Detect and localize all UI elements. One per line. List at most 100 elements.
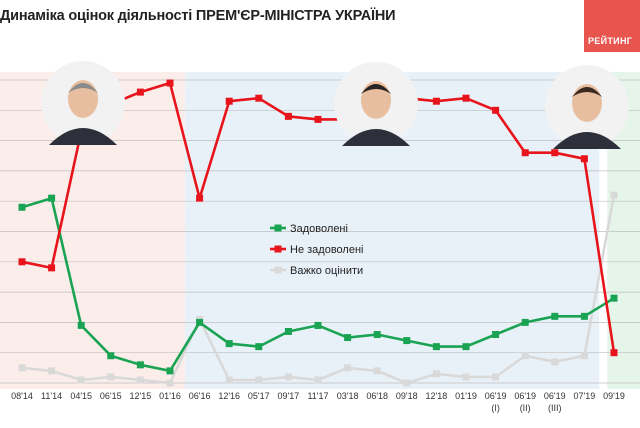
x-tick-label: 11'17 bbox=[307, 391, 328, 401]
chart-title: Динаміка оцінок діяльності ПРЕМ'ЄР-МІНІС… bbox=[0, 8, 396, 24]
point-hard bbox=[136, 376, 144, 384]
point-dissatisfied bbox=[166, 79, 174, 87]
legend-label-satisfied: Задоволені bbox=[290, 223, 348, 235]
point-dissatisfied bbox=[314, 115, 322, 123]
point-satisfied bbox=[196, 318, 204, 326]
point-hard bbox=[551, 358, 559, 366]
point-hard bbox=[403, 379, 411, 387]
point-satisfied bbox=[225, 340, 233, 348]
point-dissatisfied bbox=[18, 258, 26, 266]
portrait-1 bbox=[41, 61, 125, 145]
point-dissatisfied bbox=[551, 149, 559, 157]
portrait-3 bbox=[545, 65, 629, 149]
point-satisfied bbox=[403, 337, 411, 345]
point-dissatisfied bbox=[610, 349, 618, 357]
x-tick-label: 09'17 bbox=[278, 391, 300, 401]
point-dissatisfied bbox=[255, 94, 263, 102]
portrait-hair bbox=[68, 83, 98, 93]
point-satisfied bbox=[136, 361, 144, 369]
x-tick-label: 06'18 bbox=[366, 391, 388, 401]
point-hard bbox=[284, 373, 292, 381]
point-satisfied bbox=[284, 327, 292, 335]
point-dissatisfied bbox=[432, 97, 440, 105]
portrait-hair bbox=[572, 87, 602, 97]
portrait-face bbox=[361, 81, 391, 119]
point-satisfied bbox=[521, 318, 529, 326]
x-tick-label: 06'19 bbox=[485, 391, 507, 401]
x-tick-sublabel: (II) bbox=[520, 403, 531, 413]
x-tick-sublabel: (III) bbox=[548, 403, 562, 413]
point-satisfied bbox=[166, 367, 174, 375]
point-hard bbox=[166, 379, 174, 387]
portrait-suit bbox=[342, 129, 410, 146]
x-tick-label: 12'16 bbox=[218, 391, 240, 401]
point-satisfied bbox=[462, 343, 470, 351]
x-tick-label: 01'19 bbox=[455, 391, 477, 401]
portrait-suit bbox=[49, 128, 117, 145]
point-dissatisfied bbox=[462, 94, 470, 102]
point-hard bbox=[462, 373, 470, 381]
legend-marker-dissatisfied bbox=[274, 245, 282, 253]
x-tick-label: 06'19 bbox=[514, 391, 536, 401]
point-hard bbox=[492, 373, 500, 381]
x-tick-label: 09'18 bbox=[396, 391, 418, 401]
portrait-face bbox=[68, 80, 98, 118]
point-hard bbox=[610, 191, 618, 199]
point-satisfied bbox=[610, 294, 618, 302]
point-satisfied bbox=[432, 343, 440, 351]
rating-logo-text: РЕЙТИНГ bbox=[588, 36, 633, 46]
x-tick-label: 05'17 bbox=[248, 391, 270, 401]
point-satisfied bbox=[580, 312, 588, 320]
portrait-2 bbox=[334, 62, 418, 146]
point-dissatisfied bbox=[284, 112, 292, 120]
point-satisfied bbox=[18, 203, 26, 211]
legend-label-hard: Важко оцінити bbox=[290, 265, 363, 277]
point-dissatisfied bbox=[521, 149, 529, 157]
point-hard bbox=[18, 364, 26, 372]
x-tick-label: 09'19 bbox=[603, 391, 625, 401]
x-tick-label: 03'18 bbox=[337, 391, 359, 401]
point-dissatisfied bbox=[580, 155, 588, 163]
point-hard bbox=[521, 352, 529, 360]
point-satisfied bbox=[77, 321, 85, 329]
x-tick-label: 06'16 bbox=[189, 391, 211, 401]
x-tick-label: 07'19 bbox=[574, 391, 596, 401]
point-satisfied bbox=[551, 312, 559, 320]
x-tick-label: 12'18 bbox=[426, 391, 448, 401]
point-dissatisfied bbox=[196, 194, 204, 202]
legend-label-dissatisfied: Не задоволені bbox=[290, 244, 363, 256]
point-hard bbox=[373, 367, 381, 375]
portrait-suit bbox=[553, 132, 621, 149]
point-hard bbox=[314, 376, 322, 384]
x-tick-label: 06'19 bbox=[544, 391, 566, 401]
point-satisfied bbox=[373, 331, 381, 339]
point-hard bbox=[580, 352, 588, 360]
x-tick-label: 11'14 bbox=[41, 391, 62, 401]
rating-logo: РЕЙТИНГ bbox=[584, 0, 640, 52]
point-satisfied bbox=[492, 331, 500, 339]
point-hard bbox=[48, 367, 56, 375]
point-dissatisfied bbox=[225, 97, 233, 105]
point-dissatisfied bbox=[492, 106, 500, 114]
legend-marker-hard bbox=[274, 266, 282, 274]
point-hard bbox=[432, 370, 440, 378]
x-tick-label: 12'15 bbox=[130, 391, 152, 401]
x-tick-label: 04'15 bbox=[70, 391, 92, 401]
x-tick-sublabel: (I) bbox=[491, 403, 500, 413]
portrait-hair bbox=[361, 84, 391, 94]
point-satisfied bbox=[48, 194, 56, 202]
point-hard bbox=[225, 376, 233, 384]
point-dissatisfied bbox=[48, 264, 56, 272]
point-hard bbox=[107, 373, 115, 381]
point-hard bbox=[77, 376, 85, 384]
point-satisfied bbox=[255, 343, 263, 351]
x-tick-label: 08'14 bbox=[11, 391, 33, 401]
x-tick-label: 01'16 bbox=[159, 391, 181, 401]
point-dissatisfied bbox=[136, 88, 144, 96]
x-tick-label: 06'15 bbox=[100, 391, 122, 401]
point-hard bbox=[255, 376, 263, 384]
point-hard bbox=[344, 364, 352, 372]
point-satisfied bbox=[314, 321, 322, 329]
point-satisfied bbox=[344, 334, 352, 342]
